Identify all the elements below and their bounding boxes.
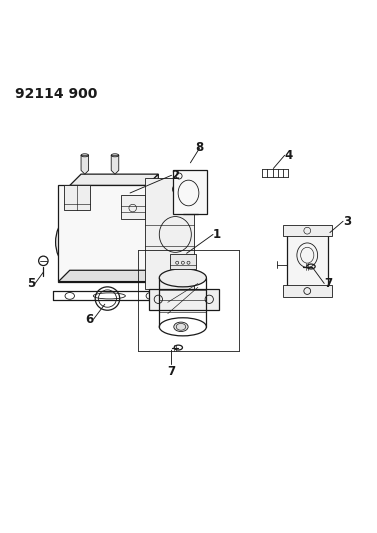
Bar — [287, 231, 328, 289]
Polygon shape — [145, 178, 194, 289]
Ellipse shape — [174, 322, 188, 332]
Text: 3: 3 — [343, 215, 351, 228]
Bar — [149, 289, 219, 310]
Bar — [283, 285, 332, 297]
Ellipse shape — [55, 205, 129, 279]
Polygon shape — [81, 155, 89, 174]
Polygon shape — [111, 155, 119, 174]
Text: 7: 7 — [324, 277, 333, 290]
Text: 6: 6 — [85, 313, 93, 326]
Bar — [64, 185, 90, 210]
Polygon shape — [58, 270, 158, 281]
Text: 8: 8 — [196, 141, 204, 154]
Text: 5: 5 — [27, 277, 35, 290]
Bar — [121, 195, 145, 220]
Text: 92114 900: 92114 900 — [15, 87, 98, 101]
Bar — [170, 254, 196, 269]
Polygon shape — [147, 174, 158, 281]
Ellipse shape — [159, 269, 207, 287]
Polygon shape — [70, 174, 158, 185]
Polygon shape — [58, 185, 147, 281]
Text: 4: 4 — [285, 149, 293, 162]
Text: 2: 2 — [172, 169, 180, 182]
Bar — [283, 225, 332, 236]
Text: 1: 1 — [213, 228, 221, 241]
Text: 7: 7 — [167, 365, 176, 377]
Bar — [173, 171, 207, 214]
